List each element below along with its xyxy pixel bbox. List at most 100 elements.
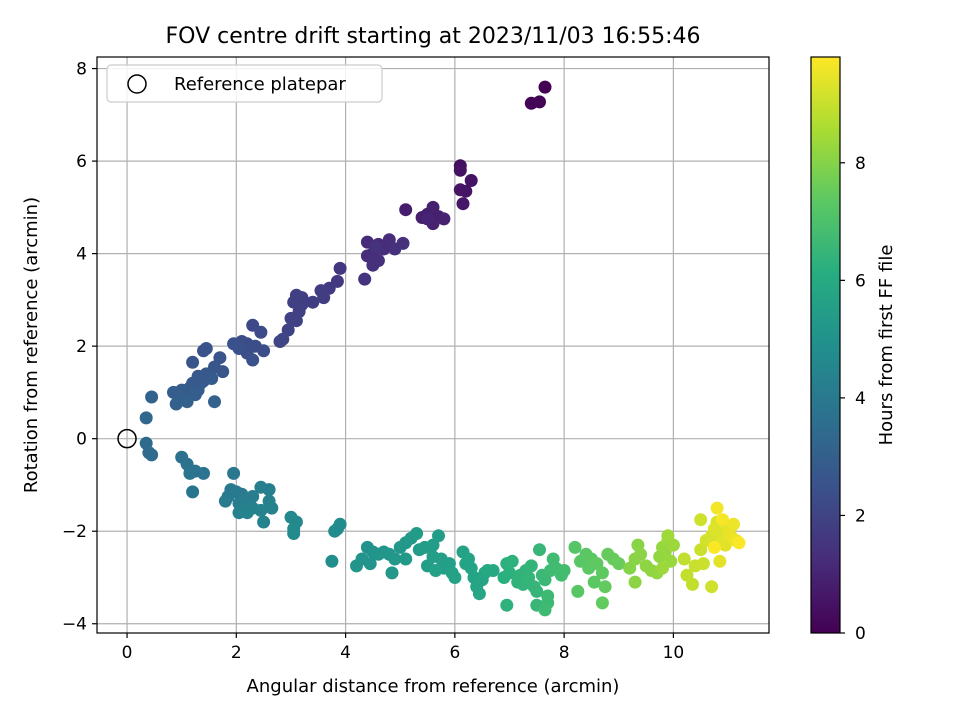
data-point bbox=[686, 577, 699, 591]
data-point bbox=[462, 552, 475, 566]
data-point bbox=[240, 506, 254, 520]
data-point bbox=[399, 203, 413, 217]
data-point bbox=[524, 559, 538, 573]
data-point bbox=[500, 598, 514, 612]
colorbar-ticks: 0 2 4 6 8 bbox=[840, 154, 866, 644]
data-point bbox=[254, 503, 268, 517]
data-point bbox=[227, 466, 241, 480]
data-point bbox=[421, 212, 434, 226]
data-point bbox=[306, 295, 320, 309]
data-point bbox=[183, 466, 197, 480]
colorbar bbox=[810, 56, 841, 634]
data-point bbox=[366, 258, 380, 272]
data-point bbox=[587, 575, 601, 589]
data-point bbox=[727, 517, 740, 531]
data-point bbox=[388, 552, 402, 566]
data-point bbox=[145, 448, 159, 462]
data-point bbox=[538, 80, 552, 94]
x-axis-ticks: 0 2 4 6 8 10 bbox=[122, 633, 685, 663]
data-point bbox=[571, 584, 585, 598]
data-point bbox=[456, 197, 470, 211]
data-point bbox=[661, 529, 675, 543]
x-tick-label: 8 bbox=[559, 643, 570, 663]
colorbar-tick-label: 0 bbox=[855, 624, 866, 644]
data-point bbox=[598, 580, 612, 594]
data-point bbox=[333, 261, 347, 275]
data-point bbox=[273, 335, 287, 348]
x-tick-label: 10 bbox=[663, 643, 685, 663]
colorbar-tick-label: 2 bbox=[855, 506, 866, 526]
y-tick-label: 2 bbox=[76, 337, 87, 357]
data-point bbox=[530, 584, 544, 598]
data-point bbox=[330, 522, 344, 536]
x-tick-label: 4 bbox=[340, 643, 351, 663]
x-tick-label: 6 bbox=[449, 643, 460, 663]
data-point bbox=[707, 540, 721, 554]
legend: Reference platepar bbox=[106, 64, 383, 103]
chart-title: FOV centre drift starting at 2023/11/03 … bbox=[166, 24, 701, 49]
data-point bbox=[197, 466, 210, 480]
data-point bbox=[656, 561, 669, 575]
data-point bbox=[710, 501, 724, 515]
x-tick-label: 2 bbox=[231, 643, 242, 663]
data-point bbox=[246, 353, 260, 367]
data-point bbox=[538, 603, 552, 617]
data-point bbox=[199, 342, 213, 355]
data-point bbox=[186, 355, 200, 369]
colorbar-tick-label: 8 bbox=[855, 154, 866, 174]
data-point bbox=[317, 291, 331, 305]
data-point bbox=[634, 547, 648, 561]
data-point bbox=[180, 395, 194, 409]
data-point bbox=[429, 564, 443, 577]
data-point bbox=[705, 580, 719, 594]
data-point bbox=[557, 564, 571, 577]
legend-marker-icon bbox=[127, 74, 147, 94]
data-point bbox=[399, 552, 413, 566]
data-point bbox=[208, 395, 221, 409]
data-point bbox=[595, 596, 609, 610]
data-point bbox=[396, 236, 410, 250]
data-point bbox=[459, 184, 473, 198]
data-point bbox=[145, 390, 159, 404]
data-points bbox=[139, 80, 746, 617]
data-point bbox=[169, 397, 183, 411]
data-point bbox=[533, 543, 546, 557]
data-point bbox=[246, 490, 260, 503]
data-point bbox=[713, 554, 727, 568]
y-tick-label: 6 bbox=[76, 152, 87, 172]
data-point bbox=[448, 571, 462, 584]
y-axis-ticks: −4 −2 0 2 4 6 8 bbox=[62, 60, 97, 635]
data-point bbox=[257, 344, 271, 358]
plot-frame bbox=[96, 56, 770, 634]
data-point bbox=[612, 557, 626, 571]
data-point bbox=[486, 564, 500, 577]
data-point bbox=[287, 527, 301, 540]
data-point bbox=[262, 483, 276, 497]
y-tick-label: 0 bbox=[76, 430, 87, 450]
colorbar-tick-label: 4 bbox=[855, 389, 866, 409]
data-point bbox=[325, 554, 339, 568]
y-tick-label: 8 bbox=[76, 60, 87, 80]
data-point bbox=[696, 557, 710, 571]
data-point bbox=[385, 566, 399, 580]
data-point bbox=[289, 314, 303, 328]
data-point bbox=[216, 365, 230, 379]
data-point bbox=[628, 575, 642, 589]
data-point bbox=[205, 372, 219, 385]
data-point bbox=[232, 342, 246, 355]
data-point bbox=[694, 513, 708, 527]
data-point bbox=[677, 552, 691, 566]
data-point bbox=[732, 536, 746, 550]
y-tick-label: 4 bbox=[76, 245, 87, 265]
data-point bbox=[505, 554, 519, 568]
data-point bbox=[432, 529, 445, 543]
y-tick-label: −4 bbox=[62, 615, 87, 635]
data-point bbox=[363, 557, 377, 571]
data-point bbox=[595, 566, 609, 580]
data-point bbox=[350, 559, 363, 573]
data-point bbox=[369, 240, 383, 254]
colorbar-label: Hours from first FF file bbox=[876, 245, 897, 446]
y-axis-label: Rotation from reference (arcmin) bbox=[21, 197, 42, 493]
data-point bbox=[265, 501, 279, 515]
